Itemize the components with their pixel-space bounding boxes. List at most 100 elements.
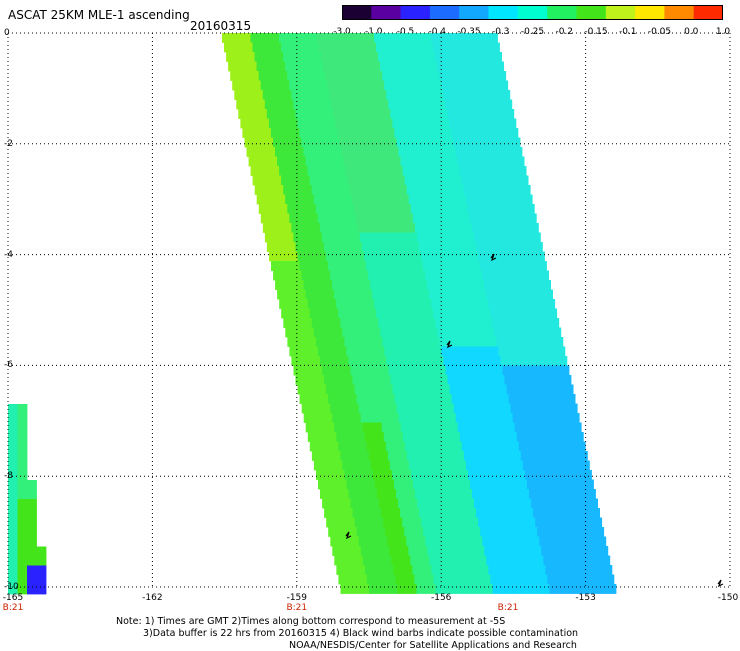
swath-cell (410, 156, 420, 167)
swath-cell (285, 327, 296, 338)
swath-cell (568, 584, 579, 594)
swath-cell (353, 555, 364, 566)
swath-cell (490, 175, 500, 186)
swath-cell (231, 33, 242, 43)
swath-cell (506, 251, 517, 262)
swath-cell (484, 280, 494, 290)
swath-cell (374, 33, 384, 43)
swath-cell (402, 251, 412, 262)
swath-cell (543, 289, 553, 300)
swath-cell (322, 498, 332, 509)
swath-cell (279, 166, 289, 176)
swath-cell (36, 575, 47, 585)
swath-cell (488, 33, 498, 43)
swath-cell (394, 394, 405, 404)
swath-cell (321, 52, 331, 62)
swath-cell (514, 508, 524, 518)
swath-cell (27, 518, 37, 528)
swath-cell (340, 99, 351, 110)
swath-cell (342, 61, 352, 72)
swath-cell (427, 413, 438, 423)
swath-cell (540, 584, 550, 594)
swath-cell (17, 413, 28, 424)
swath-cell (360, 546, 371, 556)
swath-cell (383, 251, 393, 262)
swath-cell (478, 251, 488, 262)
longitude-tick-label: -153 (575, 593, 596, 603)
swath-cell (402, 166, 413, 176)
swath-cell (458, 71, 469, 81)
swath-cell (486, 555, 497, 566)
swath-cell (423, 175, 434, 186)
swath-cell (473, 318, 484, 328)
swath-cell (395, 223, 406, 233)
swath-cell (497, 166, 508, 176)
swath-cell (459, 565, 470, 575)
swath-cell (278, 118, 289, 129)
swath-cell (418, 109, 429, 119)
swath-cell (407, 584, 417, 594)
swath-cell (423, 308, 434, 319)
swath-cell (421, 565, 432, 575)
swath-cell (445, 498, 456, 509)
swath-cell (547, 441, 558, 452)
swath-cell (435, 99, 446, 110)
swath-cell (324, 422, 335, 433)
swath-cell (561, 375, 572, 385)
swath-cell (510, 536, 521, 547)
swath-cell (559, 365, 570, 376)
swath-cell (509, 308, 520, 319)
colorbar-tick-label: -0.3 (491, 27, 510, 37)
swath-cell (512, 365, 522, 376)
swath-cell (516, 432, 527, 442)
swath-cell (298, 299, 309, 309)
swath-cell (490, 308, 501, 319)
swath-cell (514, 156, 525, 167)
swath-cell (423, 394, 433, 404)
swath-cell (445, 99, 456, 110)
swath-cell (317, 346, 328, 357)
swath-cell (17, 518, 28, 528)
swath-cell (415, 403, 426, 414)
swath-cell (476, 555, 487, 566)
swath-cell (235, 52, 246, 62)
swath-cell (375, 479, 385, 490)
swath-cell (394, 527, 405, 537)
swath-cell (256, 194, 267, 205)
swath-cell (343, 289, 354, 300)
swath-cell (285, 194, 296, 205)
swath-cell (370, 61, 381, 72)
swath-cell (336, 166, 346, 176)
swath-cell (478, 166, 489, 176)
swath-cell (321, 99, 332, 110)
swath-cell (475, 242, 486, 252)
swath-cell (413, 261, 424, 271)
swath-cell (326, 432, 337, 442)
swath-cell (406, 451, 417, 461)
swath-cell (474, 147, 485, 157)
swath-cell (455, 546, 466, 556)
swath-cell (494, 327, 505, 338)
swath-cell (366, 261, 376, 271)
swath-cell (438, 555, 449, 566)
swath-cell (498, 80, 509, 91)
swath-cell (406, 403, 417, 414)
swath-cell (388, 498, 399, 509)
swath-cell (288, 299, 299, 309)
swath-cell (478, 33, 489, 43)
swath-cell (505, 156, 515, 167)
swath-cell (420, 118, 431, 129)
swath-cell (556, 574, 567, 585)
swath-cell (307, 384, 317, 395)
swath-cell (318, 128, 329, 138)
swath-cell (241, 33, 251, 43)
swath-cell (512, 413, 523, 423)
swath-cell (507, 432, 518, 442)
swath-cell (373, 470, 383, 480)
swath-cell (408, 460, 419, 471)
longitude-tick-label: -162 (142, 593, 163, 603)
swath-cell (455, 365, 465, 376)
swath-cell (465, 280, 475, 290)
swath-cell (8, 556, 18, 566)
swath-cell (393, 213, 404, 224)
